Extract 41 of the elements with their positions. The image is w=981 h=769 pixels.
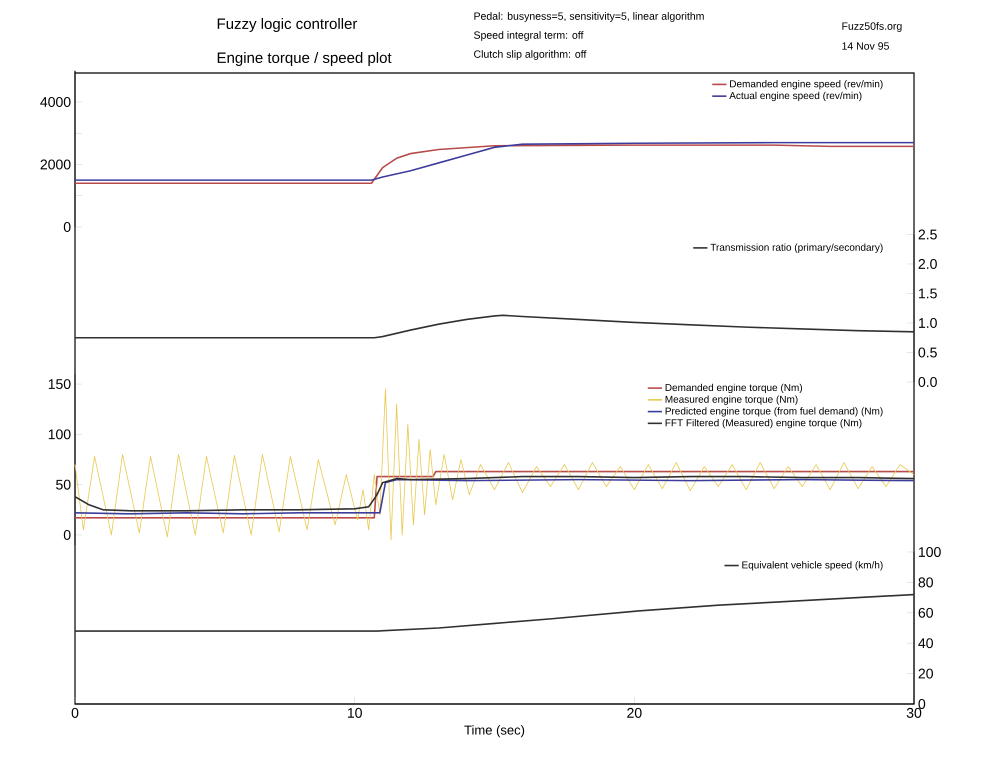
x-tick-label: 30 xyxy=(906,708,922,718)
y2-tick-label: 0.5 xyxy=(918,348,937,358)
y2-tick-label: 20 xyxy=(918,668,933,679)
x-axis-title: Time (sec) xyxy=(464,725,524,738)
y2-tick-label: 2.0 xyxy=(918,259,937,269)
y2-tick-label: 60 xyxy=(918,608,933,618)
text: Fuzz50fs.org xyxy=(842,22,902,32)
y2-tick-label: 40 xyxy=(918,638,933,648)
y2-tick-label: 0.0 xyxy=(918,377,937,387)
text: Pedal: busyness=5, sensitivity=5, linear algorithm xyxy=(474,12,704,22)
legend-label: Equivalent vehicle speed (km/h) xyxy=(742,561,883,570)
x-tick-label: 0 xyxy=(72,708,78,718)
y-tick-label: 50 xyxy=(56,480,71,490)
chart-subtitle: Engine torque / speed plot xyxy=(218,52,392,66)
y-tick-label: 0 xyxy=(64,222,71,232)
text: Speed integral term: off xyxy=(474,31,584,41)
y-tick-label: 0 xyxy=(64,530,71,540)
legend-label: Transmission ratio (primary/secondary) xyxy=(710,244,883,253)
y2-tick-label: 1.5 xyxy=(919,288,937,298)
text: 14 Nov 95 xyxy=(842,42,889,50)
y2-tick-label: 1.0 xyxy=(919,318,937,328)
legend-label: Demanded engine torque (Nm) xyxy=(666,384,802,394)
x-tick-label: 20 xyxy=(627,708,642,718)
legend-label: Actual engine speed (rev/min) xyxy=(729,92,862,102)
y2-tick-label: 0 xyxy=(918,699,926,709)
chart-title: Fuzzy logic controller xyxy=(218,18,358,32)
y-tick-label: 100 xyxy=(48,429,71,440)
y2-tick-label: 2.5 xyxy=(918,230,937,240)
legend-label: Measured engine torque (Nm) xyxy=(666,395,798,405)
y2-tick-label: 100 xyxy=(919,547,941,557)
x-tick-label: 10 xyxy=(348,708,362,718)
y-tick-label: 150 xyxy=(48,379,71,390)
y-tick-label: 2000 xyxy=(40,160,71,170)
y2-tick-label: 80 xyxy=(918,577,933,588)
legend-label: Demanded engine speed (rev/min) xyxy=(730,80,883,90)
legend-label: FFT Filtered (Measured) engine torque (Nm) xyxy=(666,418,862,428)
text: Clutch slip algorithm: off xyxy=(474,50,586,60)
y-tick-label: 4000 xyxy=(40,97,71,107)
line-series xyxy=(74,314,915,339)
legend-label: Predicted engine torque (from fuel demand) (Nm) xyxy=(666,407,883,417)
line-series xyxy=(74,594,915,632)
